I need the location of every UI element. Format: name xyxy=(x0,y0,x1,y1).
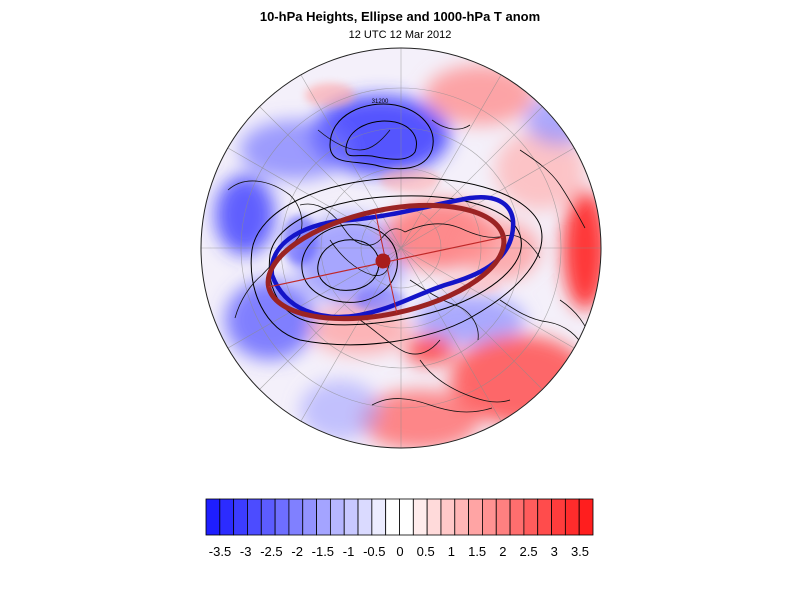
colorbar-tick-label: 3.5 xyxy=(571,544,589,559)
colorbar-box xyxy=(302,498,317,536)
colorbar-box xyxy=(288,498,304,536)
ellipse-center-marker xyxy=(375,253,391,269)
colorbar-box xyxy=(509,498,525,536)
colorbar-tick-label: 2 xyxy=(499,544,506,559)
colorbar-boxes xyxy=(205,498,594,536)
colorbar-tick-label: 0 xyxy=(396,544,403,559)
chart-subtitle: 12 UTC 12 Mar 2012 xyxy=(348,29,452,41)
colorbar-box xyxy=(260,498,276,536)
colorbar-box xyxy=(371,498,387,536)
colorbar-box xyxy=(495,498,511,536)
colorbar-box xyxy=(482,498,497,536)
colorbar-box xyxy=(357,498,373,536)
colorbar-tick-label: 0.5 xyxy=(417,544,435,559)
colorbar-box xyxy=(316,498,331,536)
colorbar-tick-label: 1 xyxy=(448,544,455,559)
chart-title: 10-hPa Heights, Ellipse and 1000-hPa T a… xyxy=(259,9,541,24)
globe: 31200 xyxy=(201,48,601,448)
colorbar-box xyxy=(426,498,442,536)
colorbar-box xyxy=(454,498,470,536)
contour-label: 31200 xyxy=(372,99,389,105)
colorbar-box xyxy=(578,498,594,536)
colorbar-tick-label: 3 xyxy=(551,544,558,559)
colorbar-tick-label: -3.5 xyxy=(209,544,231,559)
colorbar-box xyxy=(537,498,552,536)
coastlines xyxy=(227,119,593,413)
globe-border xyxy=(200,47,602,449)
colorbar-box xyxy=(564,498,580,536)
colorbar-tick-label: -2 xyxy=(291,544,303,559)
colorbar-box xyxy=(399,498,414,536)
colorbar-tick-label: 2.5 xyxy=(520,544,538,559)
colorbar-tick-label: -3 xyxy=(240,544,252,559)
colorbar-box xyxy=(551,498,566,536)
colorbar-box xyxy=(523,498,539,536)
colorbar-box xyxy=(233,498,248,536)
colorbar-box xyxy=(247,498,262,536)
colorbar-box xyxy=(219,498,235,536)
colorbar-tick-label: 1.5 xyxy=(468,544,486,559)
colorbar-box xyxy=(343,498,359,536)
colorbar-box xyxy=(385,498,400,536)
height-contours xyxy=(250,103,543,346)
colorbar-box xyxy=(412,498,428,536)
colorbar-box xyxy=(440,498,456,536)
colorbar-box xyxy=(205,498,221,536)
colorbar-tick-label: -1 xyxy=(343,544,355,559)
colorbar-tick-label: -1.5 xyxy=(312,544,334,559)
colorbar-box xyxy=(468,498,483,536)
colorbar-tick-label: -2.5 xyxy=(260,544,282,559)
colorbar-tick-label: -0.5 xyxy=(363,544,385,559)
colorbar-box xyxy=(329,498,345,536)
colorbar-box xyxy=(274,498,290,536)
colorbar-labels: -3.5 -3 -2.5 -2 -1.5 -1 -0.5 0 0.5 1 1.5 2 2.5 3 3.5 xyxy=(209,544,589,559)
